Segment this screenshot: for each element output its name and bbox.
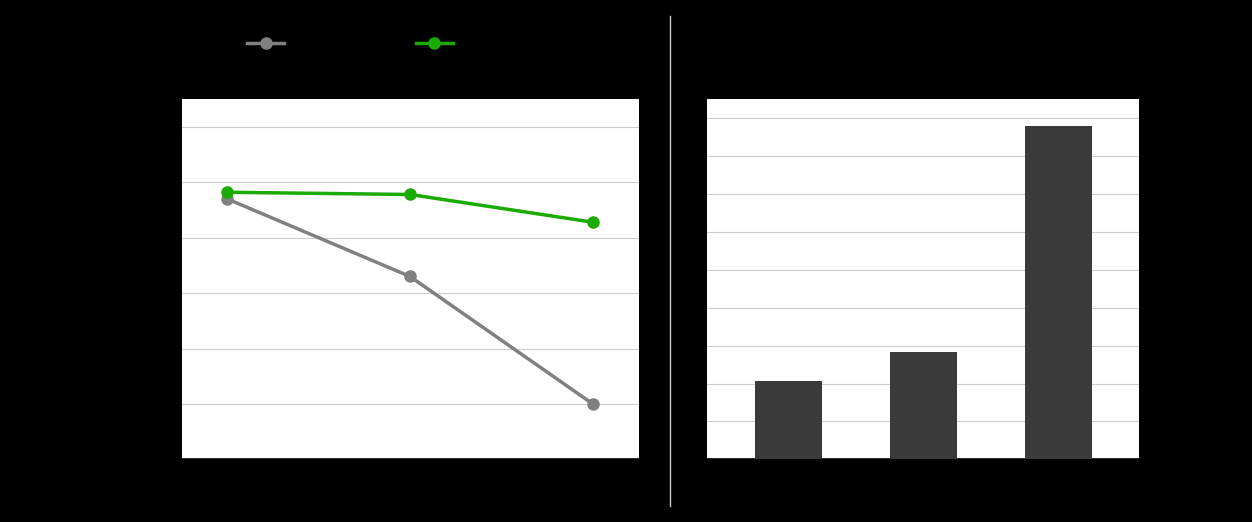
GLuc mRNA xyxy=(220,196,235,202)
GLuc mRNA xyxy=(403,274,418,280)
X-axis label: Time (days): Time (days) xyxy=(351,488,470,506)
GLuc circRNA xyxy=(586,219,601,226)
GLuc circRNA xyxy=(220,189,235,195)
Bar xyxy=(755,381,823,459)
Line: GLuc circRNA: GLuc circRNA xyxy=(222,187,598,228)
Line: GLuc mRNA: GLuc mRNA xyxy=(222,193,598,409)
GLuc circRNA xyxy=(403,192,418,198)
Legend: GLuc mRNA, GLuc circRNA: GLuc mRNA, GLuc circRNA xyxy=(240,28,580,60)
Bar xyxy=(1024,126,1092,459)
Y-axis label: GLuc luminescence / well (AU): GLuc luminescence / well (AU) xyxy=(93,138,111,420)
Y-axis label: GLuc luminescence
fold-change (circRNA / mRNA): GLuc luminescence fold-change (circRNA /… xyxy=(640,151,672,407)
GLuc mRNA xyxy=(586,401,601,407)
Bar xyxy=(890,352,957,459)
X-axis label: Time (days): Time (days) xyxy=(864,488,983,506)
